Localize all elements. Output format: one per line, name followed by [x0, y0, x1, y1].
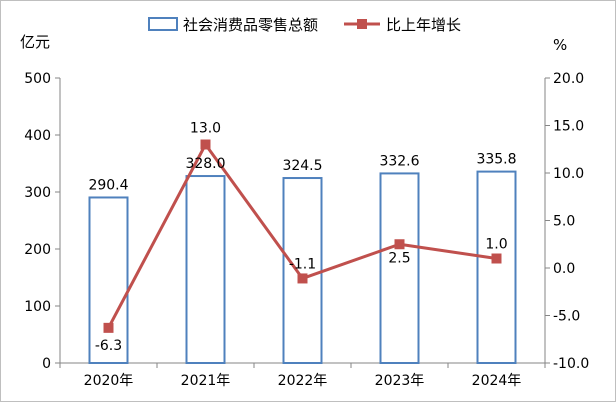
left-tick-label: 500 [24, 71, 51, 87]
right-tick-label: -5.0 [553, 309, 580, 325]
left-tick-label: 0 [42, 356, 51, 372]
bars [88, 170, 517, 364]
bar [379, 172, 420, 364]
left-tick-label: 200 [24, 242, 51, 258]
x-tick-label: 2024年 [472, 373, 522, 389]
line-value-label: -1.1 [289, 256, 316, 272]
bar-value-label: 332.6 [379, 153, 419, 169]
line-point [394, 239, 405, 250]
left-axis-unit: 亿元 [20, 33, 50, 51]
right-tick-label: 5.0 [553, 214, 575, 230]
line-point [200, 139, 211, 150]
right-axis-unit: % [553, 36, 567, 54]
line-value-label: 13.0 [190, 121, 221, 137]
legend-bar-swatch [148, 17, 178, 31]
line-point [491, 253, 502, 264]
axes: 0 100 200 300 400 500 -10.0 -5.0 0.0 5.0 10.0 15.0 2… [24, 71, 589, 389]
legend-line-marker [357, 19, 367, 29]
legend-line-label: 比上年增长 [386, 16, 461, 34]
line-series [103, 139, 502, 333]
line-value-label: -6.3 [95, 338, 122, 354]
bar [185, 175, 226, 364]
x-tick-label: 2020年 [84, 373, 134, 389]
left-tick-label: 300 [24, 185, 51, 201]
line-value-label: 2.5 [388, 250, 410, 266]
bar [88, 196, 129, 364]
left-tick-label: 400 [24, 128, 51, 144]
bar-value-label: 328.0 [185, 156, 225, 172]
bar [476, 170, 517, 364]
right-tick-label: 10.0 [553, 166, 584, 182]
legend-bar-label: 社会消费品零售总额 [183, 16, 318, 34]
bar-value-label: 290.4 [88, 177, 128, 193]
right-tick-label: -10.0 [553, 356, 589, 372]
line-point [297, 273, 308, 284]
bar-value-label: 335.8 [476, 152, 516, 168]
left-tick-label: 100 [24, 299, 51, 315]
x-tick-label: 2021年 [181, 373, 231, 389]
line-point [103, 322, 114, 333]
x-tick-label: 2023年 [375, 373, 425, 389]
right-tick-label: 15.0 [553, 119, 584, 135]
data-labels: 290.4 328.0 324.5 332.6 335.8 -6.3 13.0 -1.1 2.5… [88, 121, 516, 354]
right-tick-label: 0.0 [553, 261, 575, 277]
legend: 社会消费品零售总额 比上年增长 [148, 16, 461, 34]
right-tick-label: 20.0 [553, 71, 584, 87]
line-value-label: 1.0 [485, 237, 507, 253]
bar-value-label: 324.5 [282, 158, 322, 174]
x-tick-label: 2022年 [278, 373, 328, 389]
